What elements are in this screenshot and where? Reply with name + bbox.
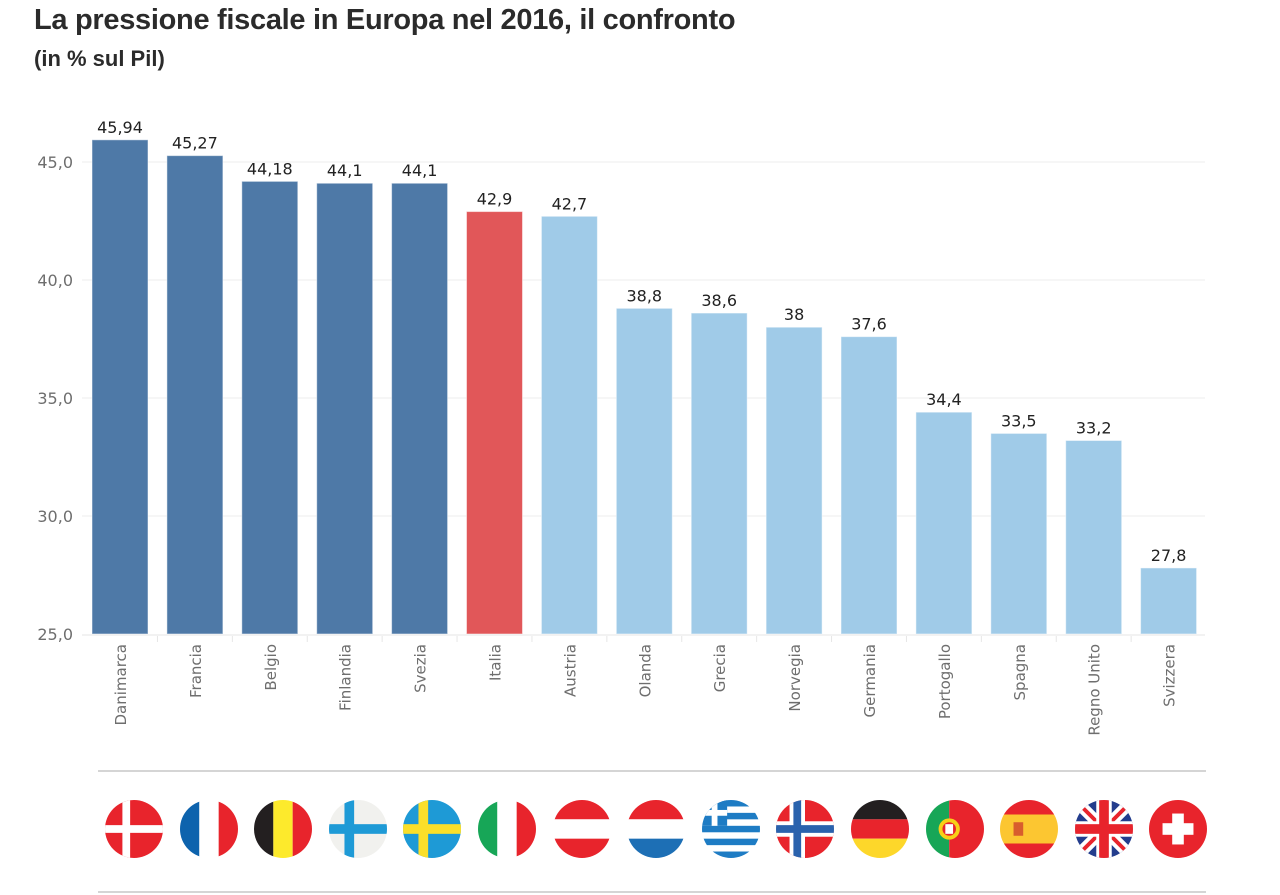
- value-label: 44,1: [327, 161, 363, 180]
- value-label: 45,94: [97, 118, 143, 137]
- uk-flag-icon: [1074, 800, 1133, 858]
- germany-flag-icon: [851, 800, 909, 858]
- bar-svezia: [391, 182, 449, 635]
- value-label: 27,8: [1151, 546, 1187, 565]
- norway-flag-icon: [776, 800, 835, 858]
- x-tick-label: Portogallo: [936, 644, 954, 719]
- chart-subtitle: (in % sul Pil): [34, 46, 165, 71]
- value-label: 44,1: [402, 161, 438, 180]
- divider-top: [98, 770, 1206, 772]
- x-tick-label: Francia: [187, 644, 205, 698]
- netherlands-flag-icon: [627, 800, 686, 858]
- bar-germania: [840, 336, 898, 635]
- bar-francia: [166, 155, 224, 635]
- sweden-flag-icon: [403, 800, 462, 858]
- italy-flag-icon: [478, 800, 536, 858]
- value-label: 42,7: [552, 194, 588, 213]
- y-tick-label: 25,0: [37, 625, 73, 644]
- x-tick-label: Belgio: [262, 644, 280, 691]
- bar-danimarca: [91, 139, 149, 635]
- divider-bottom: [98, 891, 1206, 893]
- bar-grecia: [690, 312, 748, 635]
- value-label: 42,9: [477, 190, 513, 209]
- x-tick-label: Austria: [561, 644, 579, 697]
- switzerland-flag-icon: [1149, 800, 1208, 858]
- value-label: 45,27: [172, 134, 218, 153]
- bar-austria: [540, 215, 598, 635]
- portugal-flag-icon: [925, 800, 984, 858]
- denmark-flag-icon: [105, 800, 163, 858]
- bar-italia: [466, 211, 523, 635]
- value-label: 38,6: [701, 291, 737, 310]
- y-tick-label: 30,0: [37, 507, 73, 526]
- value-label: 38,8: [626, 286, 662, 305]
- value-label: 44,18: [247, 159, 293, 178]
- bar-portogallo: [915, 411, 973, 635]
- bar-chart: 25,0 30,0 35,0 40,0 45,0 45,94 45,27 44,18 44,1…: [37, 118, 1205, 736]
- belgium-flag-icon: [254, 800, 313, 858]
- x-tick-label: Regno Unito: [1086, 644, 1104, 736]
- bar-finlandia: [316, 182, 374, 635]
- finland-flag-icon: [328, 800, 387, 858]
- austria-flag-icon: [552, 800, 611, 858]
- france-flag-icon: [179, 800, 238, 858]
- x-tick-label: Spagna: [1011, 644, 1029, 700]
- value-label: 33,2: [1076, 418, 1112, 437]
- x-tick-label: Italia: [487, 644, 505, 681]
- bar-norvegia: [765, 326, 823, 635]
- value-label: 34,4: [926, 390, 962, 409]
- spain-flag-icon: [1000, 800, 1059, 858]
- chart-title: La pressione fiscale in Europa nel 2016,…: [34, 4, 736, 36]
- x-axis: Danimarca Francia Belgio Finlandia Svezia Ita…: [112, 636, 1179, 736]
- bar-belgio: [241, 180, 299, 635]
- bars: [91, 139, 1198, 635]
- x-tick-label: Norvegia: [786, 644, 804, 712]
- bar-regno-unito: [1065, 439, 1123, 635]
- y-tick-label: 45,0: [37, 153, 73, 172]
- y-tick-label: 35,0: [37, 389, 73, 408]
- bar-spagna: [990, 432, 1048, 635]
- value-labels: 45,94 45,27 44,18 44,1 44,1 42,9 42,7 38,8 38,6 3…: [97, 118, 1186, 565]
- greece-flag-icon: [701, 800, 760, 858]
- x-tick-label: Germania: [861, 644, 879, 717]
- x-tick-label: Grecia: [711, 644, 729, 692]
- value-label: 33,5: [1001, 411, 1037, 430]
- bar-svizzera: [1140, 567, 1198, 635]
- x-tick-label: Finlandia: [337, 644, 355, 711]
- y-tick-label: 40,0: [37, 271, 73, 290]
- value-label: 38: [784, 305, 804, 324]
- value-label: 37,6: [851, 315, 887, 334]
- x-tick-label: Danimarca: [112, 644, 130, 726]
- x-tick-label: Olanda: [636, 644, 654, 697]
- x-tick-label: Svizzera: [1161, 644, 1179, 707]
- bar-olanda: [615, 307, 673, 635]
- y-axis: 25,0 30,0 35,0 40,0 45,0: [37, 153, 73, 644]
- x-tick-label: Svezia: [412, 644, 430, 693]
- flag-row: [0, 800, 1280, 862]
